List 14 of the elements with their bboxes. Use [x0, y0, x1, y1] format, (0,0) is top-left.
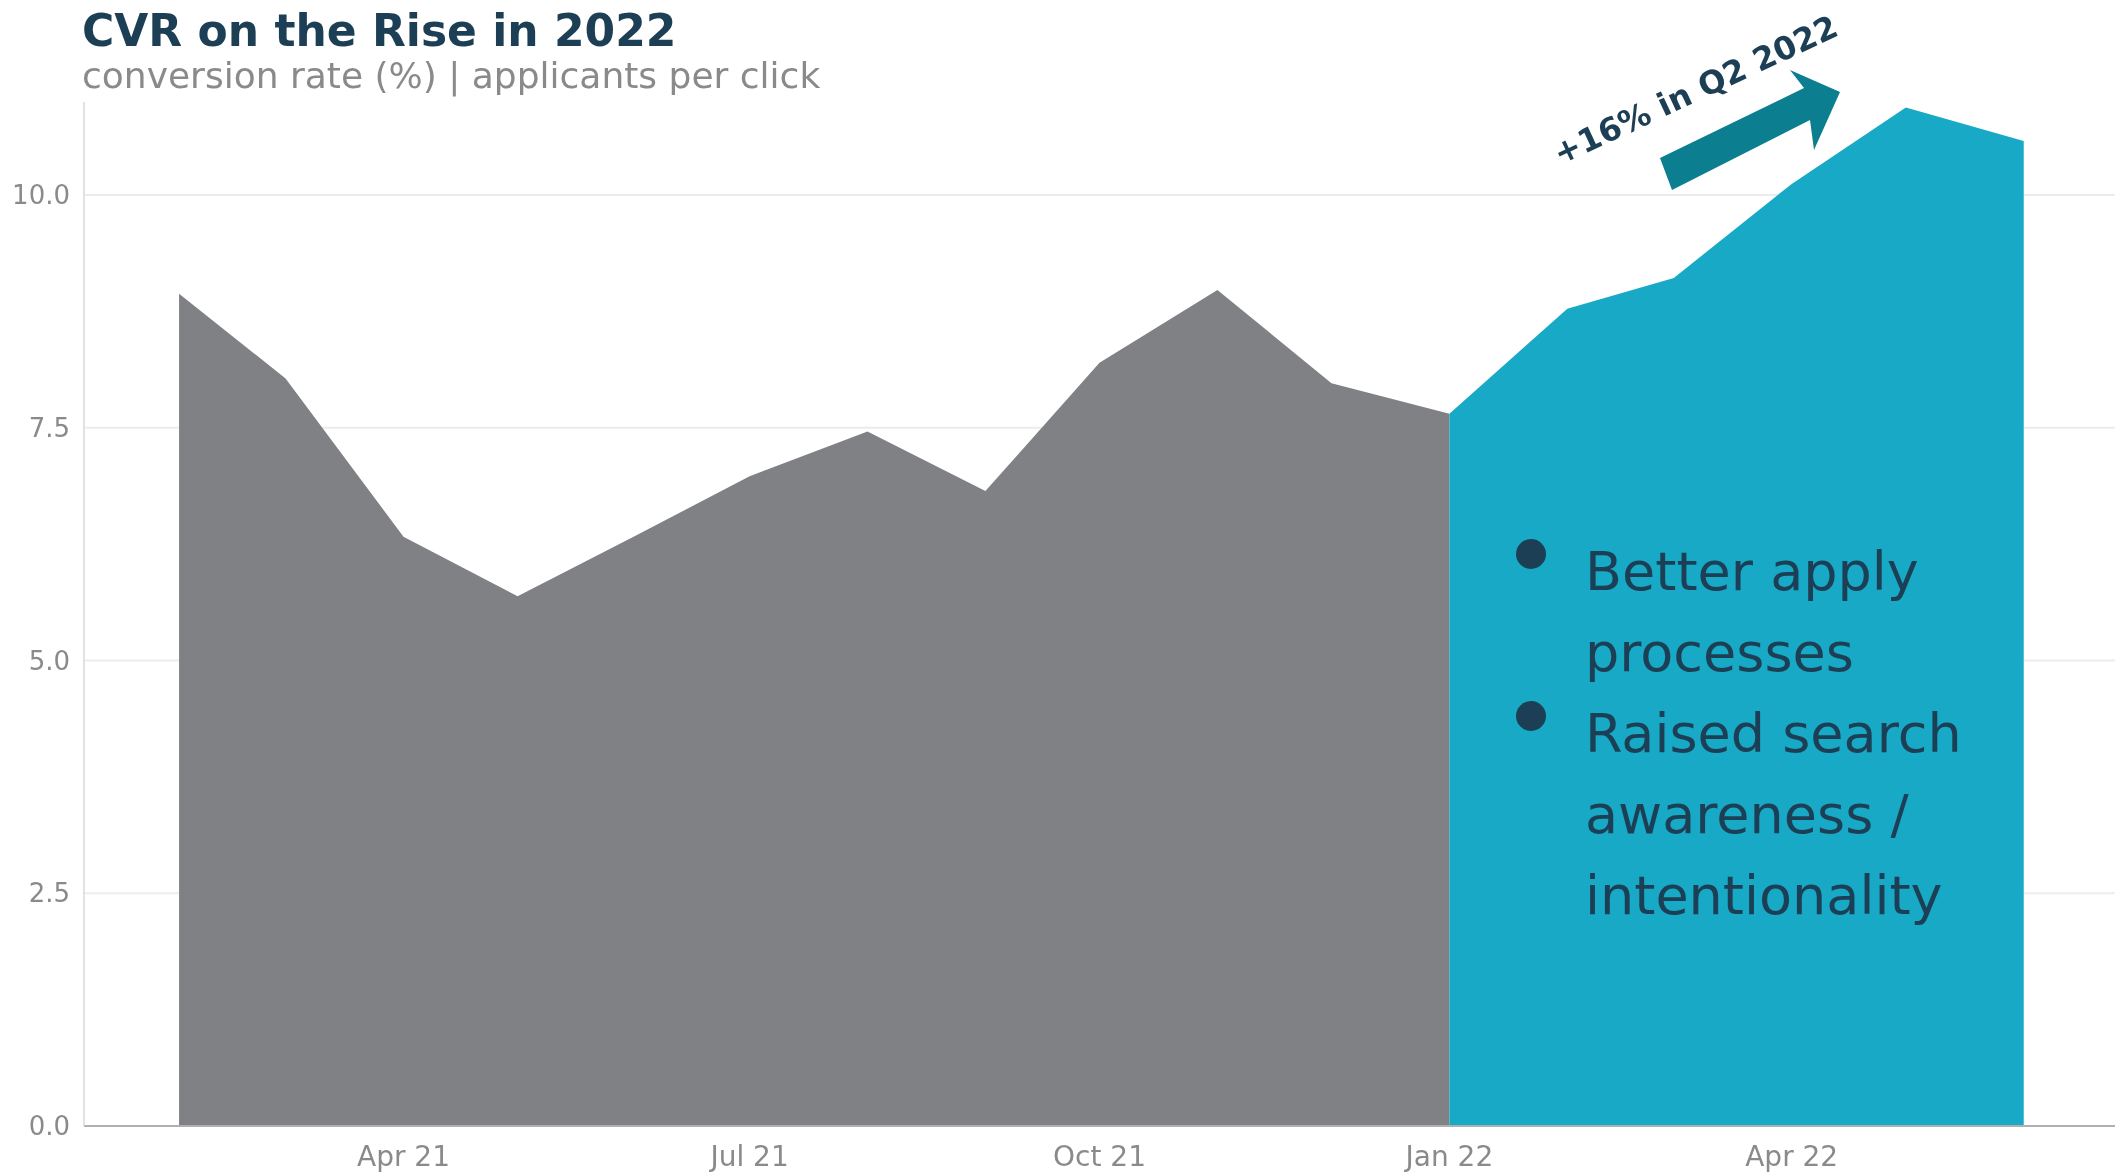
y-tick-label: 0.0 — [28, 1111, 70, 1142]
y-tick-label: 5.0 — [28, 645, 70, 676]
y-tick-label: 10.0 — [12, 180, 70, 211]
y-tick-label: 2.5 — [28, 878, 70, 909]
chart-subtitle: conversion rate (%) | applicants per click — [82, 55, 821, 97]
x-tick-label: Apr 21 — [357, 1140, 450, 1173]
annotation: Raised search awareness / intentionality — [1585, 702, 1962, 927]
x-tick-label: Jul 21 — [708, 1140, 789, 1173]
x-tick-label: Jan 22 — [1403, 1140, 1494, 1173]
x-tick-label: Oct 21 — [1053, 1140, 1146, 1173]
x-tick-label: Apr 22 — [1745, 1140, 1839, 1173]
annotation: Better apply processes — [1585, 540, 1919, 684]
chart-title: CVR on the Rise in 2022 — [82, 5, 677, 56]
y-tick-label: 7.5 — [28, 412, 70, 443]
